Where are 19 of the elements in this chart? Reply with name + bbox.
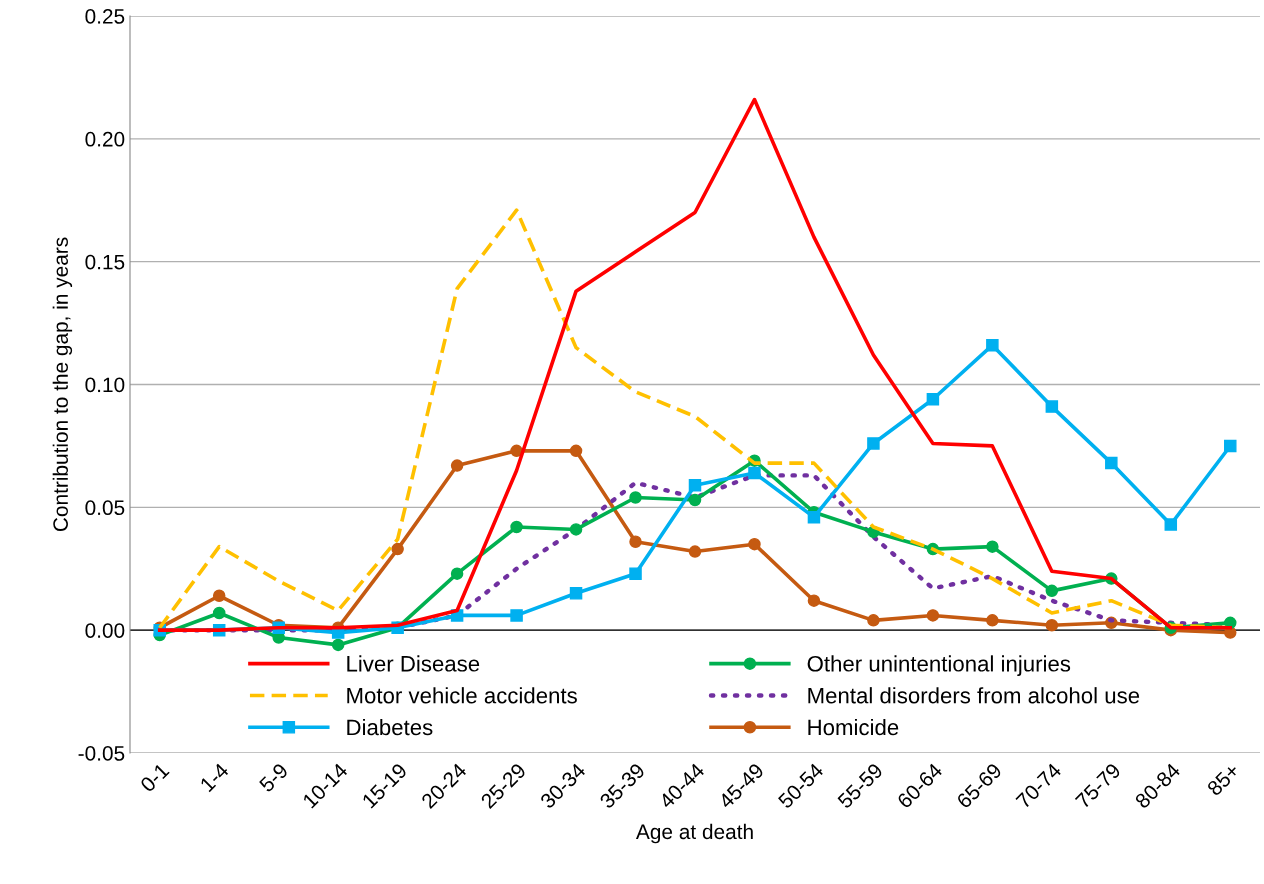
legend-label: Liver Disease: [347, 655, 480, 672]
y-tick-label: -0.05: [78, 746, 125, 761]
y-tick-label: 0.00: [85, 623, 125, 638]
x-tick-label: 5-9: [258, 762, 289, 793]
y-tick-label: 0.10: [85, 377, 125, 393]
x-tick-label: 0-1: [139, 762, 170, 793]
y-tick-label: 0.05: [85, 500, 125, 516]
legend-label: Diabetes: [347, 718, 433, 736]
y-axis-title: Contribution to the gap, in years: [52, 237, 73, 532]
y-tick-label: 0.15: [85, 254, 125, 270]
x-tick-label: 1-4: [199, 762, 230, 793]
y-tick-label: 0.25: [85, 9, 125, 24]
y-tick-label: 0.20: [85, 131, 125, 147]
legend-label: Mental disorders from alcohol use: [808, 687, 1140, 704]
legend-label: Other unintentional injuries: [807, 655, 1071, 677]
legend-label: Homicide: [808, 718, 899, 736]
legend-label: Motor vehicle accidents: [347, 687, 577, 704]
x-axis-title: Age at death: [635, 823, 753, 844]
x-tick-label: 85+: [1206, 762, 1241, 797]
